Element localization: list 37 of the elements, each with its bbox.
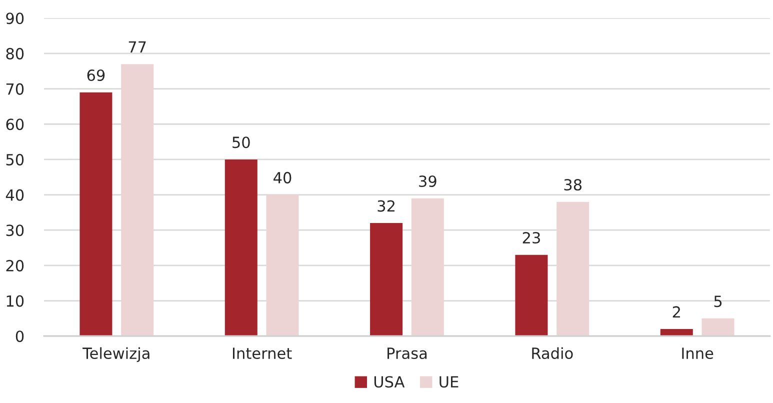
data-label: 2: [672, 306, 680, 318]
y-tick-label: 90: [6, 12, 24, 24]
x-tick-label: Inne: [682, 348, 714, 360]
data-label: 40: [274, 172, 292, 184]
data-label: 5: [714, 296, 722, 308]
y-tick-label: 20: [6, 260, 24, 272]
bar: [660, 329, 693, 336]
y-tick-label: 60: [6, 118, 24, 130]
bar: [515, 254, 548, 336]
y-tick-label: 50: [6, 154, 24, 166]
x-tick-label: Telewizja: [82, 347, 150, 362]
data-label: 39: [419, 175, 436, 188]
legend-label: USA: [374, 376, 405, 388]
legend-label: UE: [440, 376, 458, 388]
y-tick-label: 30: [6, 224, 24, 236]
bar: [702, 318, 734, 336]
y-tick-label: 80: [6, 48, 24, 60]
y-tick-label: 0: [16, 330, 24, 342]
bar: [411, 198, 444, 336]
x-tick-label: Prasa: [388, 348, 427, 360]
y-tick-label: 70: [6, 83, 24, 95]
data-label: 50: [232, 136, 250, 148]
bar: [370, 223, 403, 336]
y-tick-label: 10: [6, 295, 24, 307]
bar: [80, 92, 112, 336]
data-label: 69: [87, 69, 105, 82]
x-tick-label: Internet: [232, 348, 292, 360]
bar: [224, 159, 258, 336]
x-tick-label: Radio: [532, 347, 573, 360]
data-label: 77: [128, 41, 146, 53]
data-label: 38: [564, 179, 582, 191]
data-label: 23: [522, 232, 540, 244]
y-tick-label: 40: [6, 189, 24, 201]
data-label: 32: [378, 200, 394, 212]
bar: [121, 64, 154, 336]
bar: [266, 194, 299, 336]
bar: [556, 202, 590, 336]
